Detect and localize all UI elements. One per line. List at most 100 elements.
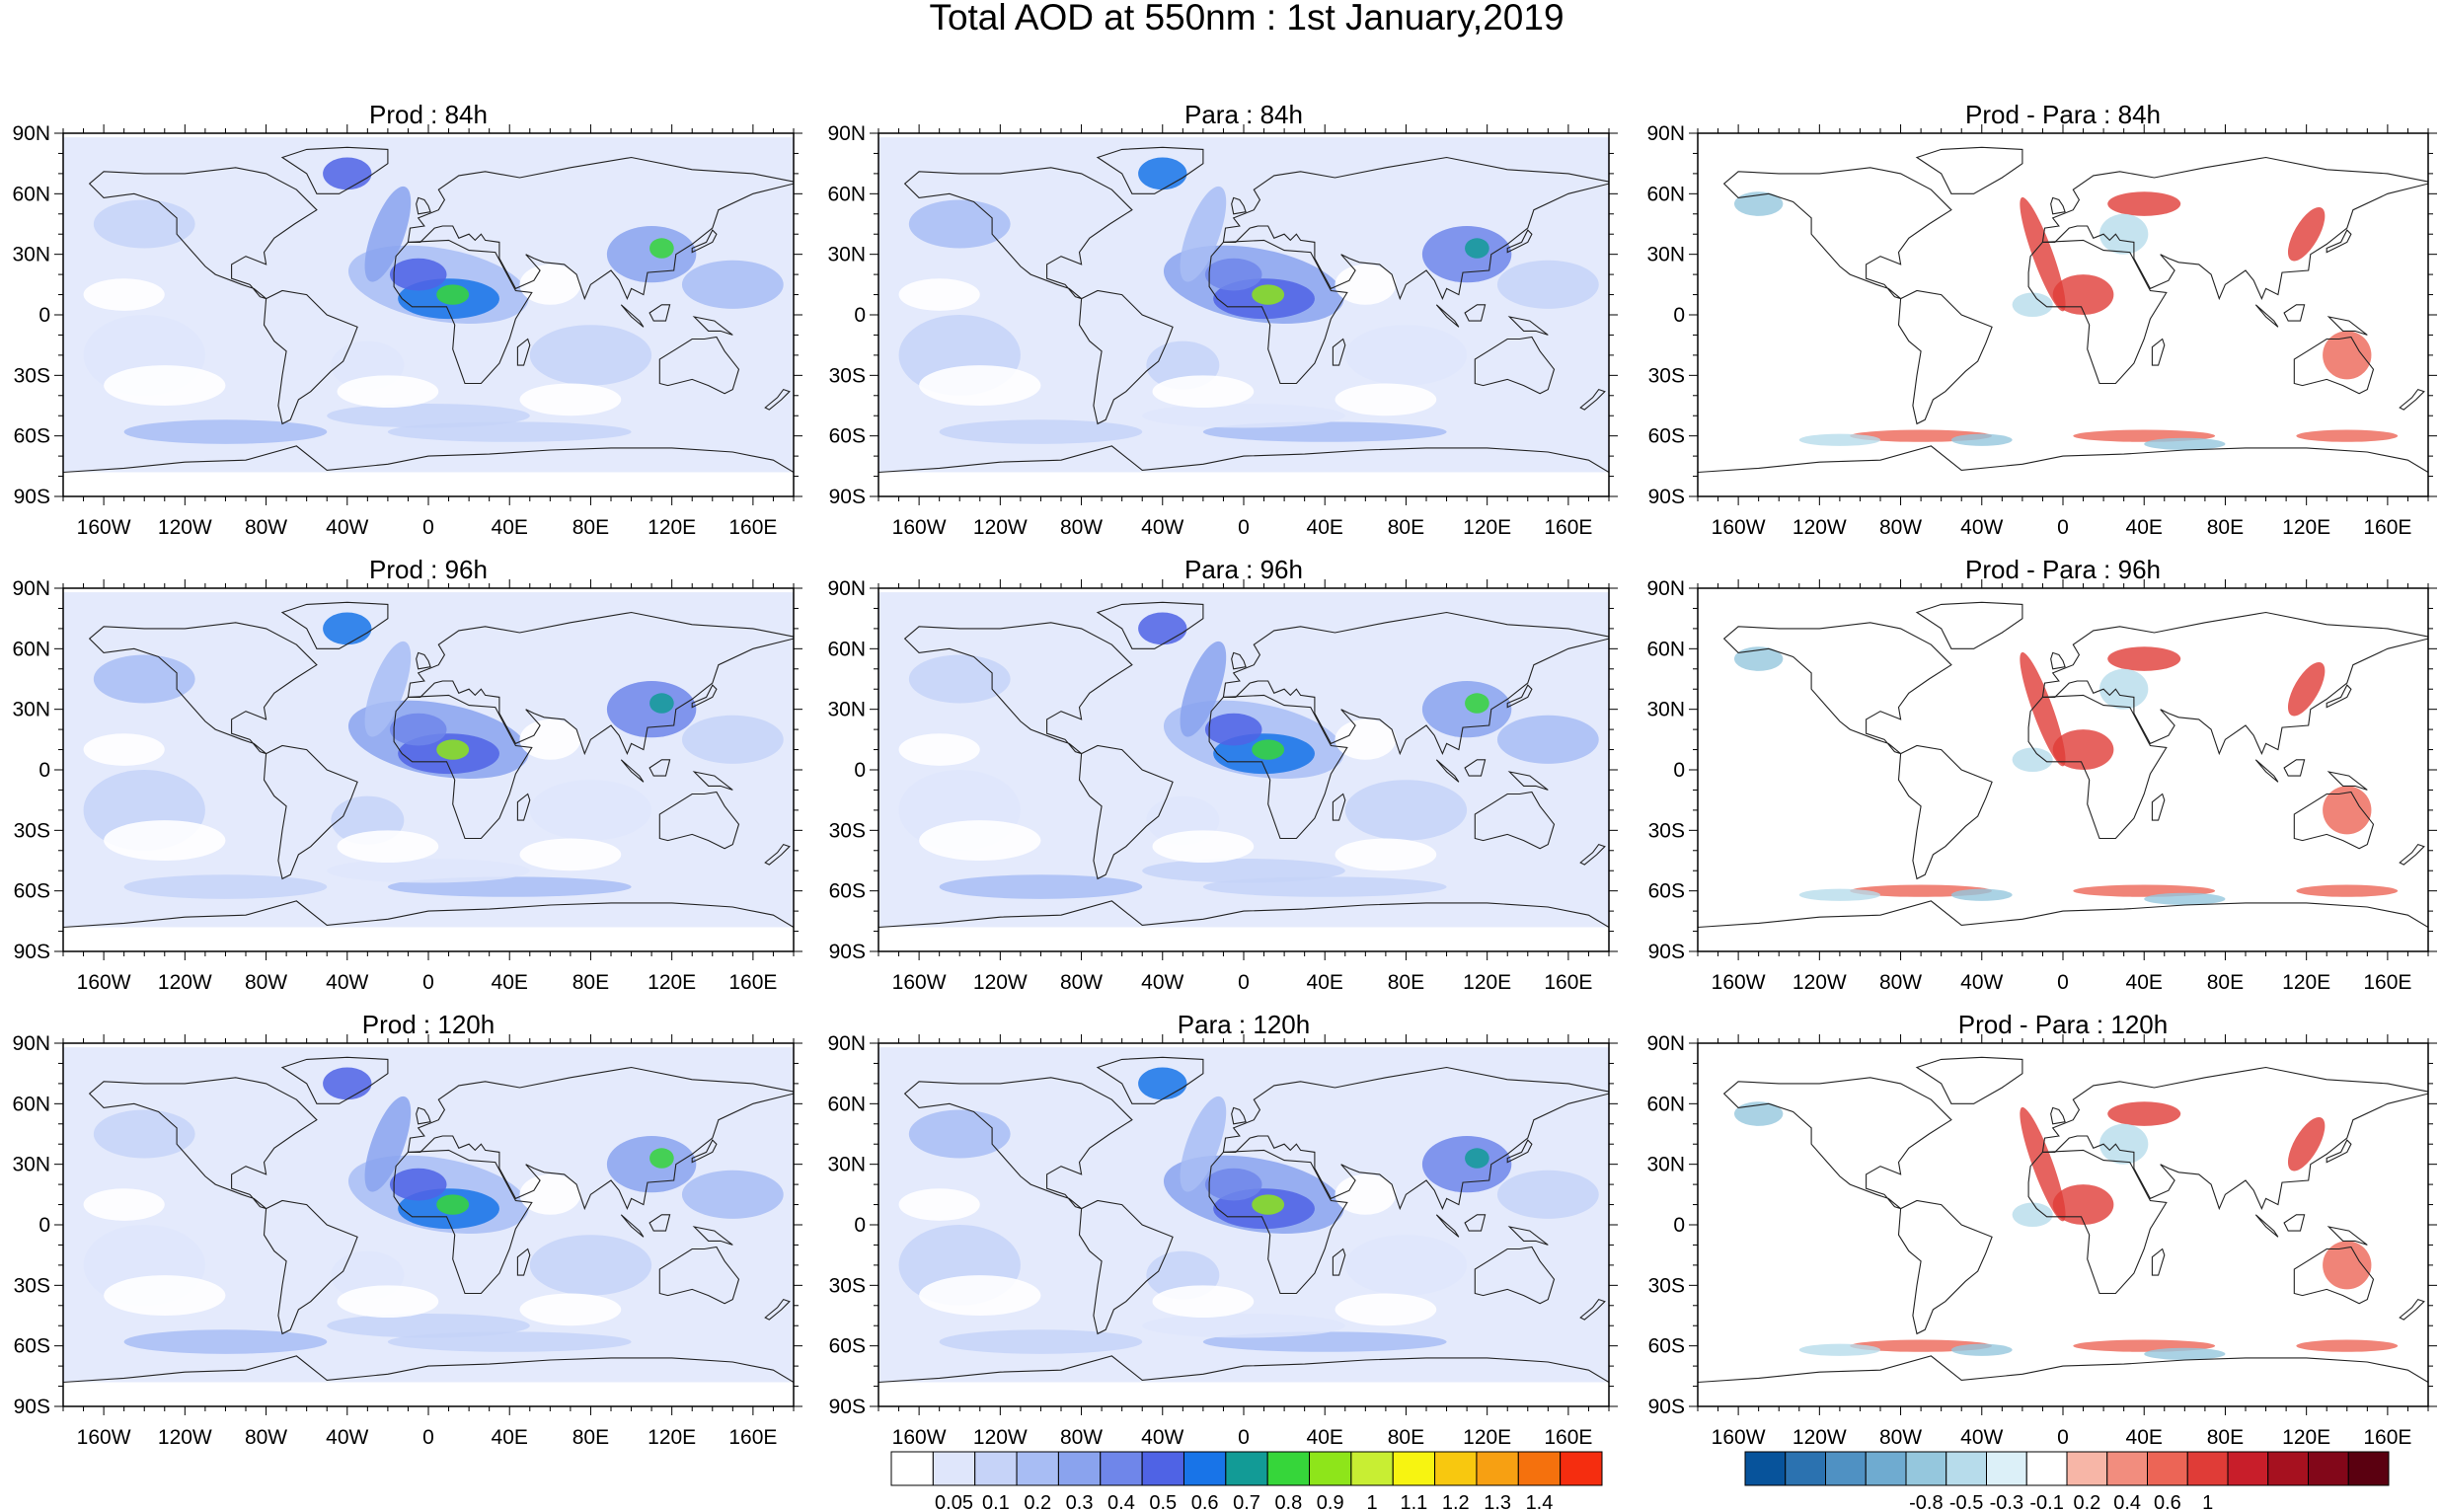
lon-tick-label: 80E xyxy=(2207,1426,2244,1449)
lon-tick-label: 160E xyxy=(1544,1426,1592,1449)
diff-plume xyxy=(1734,646,1784,671)
aod-plume xyxy=(364,1096,412,1192)
lat-tick-label: 30N xyxy=(12,244,50,266)
lat-tick-label: 30N xyxy=(827,244,866,266)
lon-tick-label: 80E xyxy=(572,971,609,994)
diff-plume xyxy=(2020,651,2066,767)
clear-patch xyxy=(83,1188,165,1221)
diff-plume xyxy=(2099,668,2149,710)
colorbar-label: 1 xyxy=(1366,1492,1377,1512)
diff-plume xyxy=(1798,888,1880,901)
aod-plume xyxy=(1252,1194,1285,1215)
coastline-europe-asia xyxy=(407,611,794,756)
diff-plume xyxy=(1734,1101,1784,1126)
coastlines xyxy=(1698,1056,2428,1384)
coastline-antarctica-coast xyxy=(63,1355,794,1384)
coastline-africa xyxy=(393,1149,533,1295)
aod-plume xyxy=(1142,403,1345,428)
aod-plume xyxy=(939,874,1143,899)
map-panel: Prod - Para : 84h90N60N30N030S60S90S160W… xyxy=(1646,100,2437,539)
aod-field xyxy=(878,133,1609,496)
coastline-uk xyxy=(2050,196,2066,215)
lon-tick-label: 120E xyxy=(648,516,696,539)
colorbar-label: 0.1 xyxy=(982,1492,1010,1512)
colorbar-label: 0.6 xyxy=(2154,1492,2181,1512)
coastline-north-america xyxy=(903,1077,1133,1210)
coastline-south-america xyxy=(263,1199,358,1335)
colorbar-box xyxy=(1434,1451,1478,1486)
coastline-borneo xyxy=(1464,1214,1487,1232)
lon-tick-label: 40W xyxy=(1960,516,2003,539)
clear-patch xyxy=(519,1293,622,1326)
lon-tick-label: 40E xyxy=(2126,516,2163,539)
coastline-greenland xyxy=(280,601,389,649)
diff-plume xyxy=(2052,1184,2114,1225)
coastline-europe-asia xyxy=(1222,156,1609,301)
clear-patch xyxy=(337,830,439,864)
coastlines xyxy=(878,146,1609,474)
coastline-uk xyxy=(416,196,431,215)
lon-tick-label: 120E xyxy=(2282,971,2330,994)
aod-plume xyxy=(364,641,412,737)
lon-tick-label: 160W xyxy=(77,516,131,539)
coastline-new-guinea xyxy=(1507,1226,1549,1246)
aod-plume xyxy=(323,612,372,645)
lon-tick-label: 80W xyxy=(1879,516,1922,539)
coastline-north-america xyxy=(1722,622,1952,755)
colorbar-box xyxy=(2308,1451,2349,1486)
coastline-greenland xyxy=(1915,601,2023,649)
lon-tick-label: 80E xyxy=(1388,1426,1424,1449)
coastline-antarctica-coast xyxy=(1698,445,2428,474)
lon-tick-label: 80E xyxy=(572,1426,609,1449)
coastlines xyxy=(1698,601,2428,929)
colorbar-label: 0.4 xyxy=(2113,1492,2141,1512)
lon-tick-label: 0 xyxy=(422,1426,434,1449)
lon-tick-label: 80E xyxy=(1388,971,1424,994)
coastline-new-guinea xyxy=(2327,316,2368,336)
lat-tick-label: 90N xyxy=(12,577,50,600)
lon-tick-label: 80W xyxy=(1879,1426,1922,1449)
aod-plume xyxy=(436,284,470,305)
lat-tick-label: 0 xyxy=(854,759,866,782)
clear-patch xyxy=(1152,830,1255,864)
aod-plume xyxy=(529,325,652,386)
coastline-borneo xyxy=(648,1214,671,1232)
coastline-north-america xyxy=(903,167,1133,300)
coastline-new-guinea xyxy=(692,771,733,791)
lon-tick-label: 80W xyxy=(1060,516,1103,539)
lon-tick-label: 0 xyxy=(2057,516,2069,539)
diff-plume xyxy=(2323,331,2372,380)
aod-plume xyxy=(1465,238,1489,259)
lat-tick-label: 90S xyxy=(829,941,866,963)
lat-tick-label: 30N xyxy=(1646,699,1685,721)
coastline-sumatra xyxy=(1435,759,1460,783)
coastline-australia xyxy=(1474,336,1556,395)
diff-plume xyxy=(2144,1347,2226,1360)
colorbar-box xyxy=(1100,1451,1143,1486)
lon-tick-label: 160W xyxy=(892,1426,947,1449)
colorbar-label: 1.1 xyxy=(1401,1492,1428,1512)
lat-tick-label: 30N xyxy=(1646,244,1685,266)
aod-plume xyxy=(327,858,530,883)
aod-plume xyxy=(1180,641,1227,737)
lon-tick-label: 160E xyxy=(728,971,777,994)
lon-tick-label: 120E xyxy=(648,971,696,994)
colorbar-box xyxy=(974,1451,1018,1486)
coastline-japan xyxy=(691,684,718,709)
aod-plume xyxy=(93,199,195,249)
coastline-greenland xyxy=(1915,146,2023,194)
colorbar-label: 0.2 xyxy=(1024,1492,1051,1512)
coastline-sumatra xyxy=(1435,304,1460,328)
colorbar-label: 0.4 xyxy=(1107,1492,1135,1512)
clear-patch xyxy=(919,365,1041,406)
clear-patch xyxy=(919,1275,1041,1316)
lat-tick-label: 60S xyxy=(829,425,866,448)
lat-tick-label: 30S xyxy=(829,364,866,387)
clear-patch xyxy=(104,820,226,861)
clear-patch xyxy=(519,718,581,760)
diff-plume xyxy=(2144,437,2226,450)
clear-patch xyxy=(83,733,165,766)
aod-field xyxy=(63,133,794,496)
coastline-south-america xyxy=(1078,1199,1174,1335)
colorbar-box xyxy=(2347,1451,2390,1486)
